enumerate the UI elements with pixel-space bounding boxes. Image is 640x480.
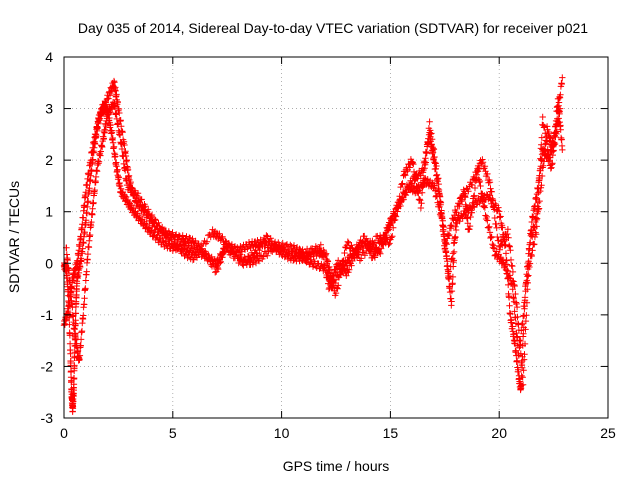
y-tick-label: 1 <box>45 204 53 220</box>
y-tick-label: -3 <box>41 410 54 426</box>
x-tick-label: 25 <box>600 425 616 441</box>
data-marks <box>60 74 566 415</box>
x-axis-ticks: 0 5 10 15 20 25 <box>60 57 616 441</box>
y-tick-label: -1 <box>41 307 54 323</box>
plot-frame <box>63 56 609 419</box>
y-tick-label: 0 <box>45 255 53 271</box>
y-axis-ticks: -3 -2 -1 0 1 2 3 4 <box>41 49 608 426</box>
y-tick-label: 3 <box>45 101 53 117</box>
x-tick-label: 10 <box>274 425 290 441</box>
chart-title: Day 035 of 2014, Sidereal Day-to-day VTE… <box>78 20 588 36</box>
sdtvar-markers <box>60 74 566 415</box>
x-tick-label: 5 <box>169 425 177 441</box>
y-tick-label: 2 <box>45 152 53 168</box>
grid-lines <box>64 57 608 418</box>
y-axis-title: SDTVAR / TECUs <box>6 181 22 293</box>
x-tick-label: 0 <box>60 425 68 441</box>
y-tick-label: -2 <box>41 358 54 374</box>
y-tick-label: 4 <box>45 49 53 65</box>
x-axis-title: GPS time / hours <box>283 458 390 474</box>
x-tick-label: 20 <box>491 425 507 441</box>
x-tick-label: 15 <box>383 425 399 441</box>
